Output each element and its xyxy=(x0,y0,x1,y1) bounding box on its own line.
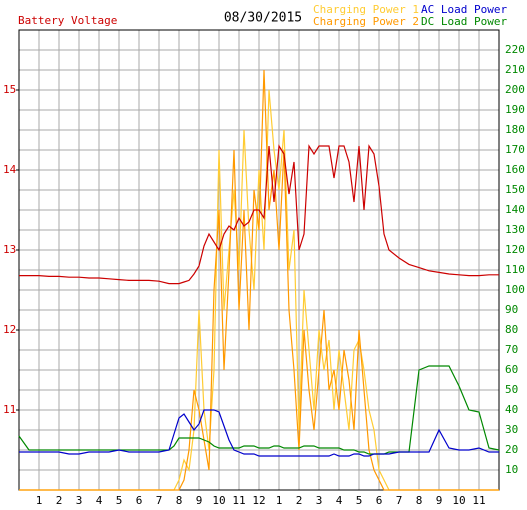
series-line xyxy=(18,365,500,455)
y2-tick-label: 20 xyxy=(505,443,518,456)
x-tick-label: 5 xyxy=(116,494,123,507)
x-tick-label: 9 xyxy=(196,494,203,507)
x-tick-label: 8 xyxy=(176,494,183,507)
x-tick-label: 4 xyxy=(96,494,103,507)
y2-tick-label: 170 xyxy=(505,143,525,156)
series-line xyxy=(19,409,499,457)
series-line xyxy=(19,69,499,491)
y-tick-label: 11 xyxy=(3,403,16,416)
legend-label: Charging Power 2 xyxy=(313,15,419,28)
y2-tick-label: 10 xyxy=(505,463,518,476)
x-tick-label: 7 xyxy=(156,494,163,507)
y2-tick-label: 180 xyxy=(505,123,525,136)
y2-tick-label: 120 xyxy=(505,243,525,256)
x-tick-label: 5 xyxy=(356,494,363,507)
y-tick-label: 15 xyxy=(3,83,16,96)
y2-tick-label: 160 xyxy=(505,163,525,176)
x-tick-label: 2 xyxy=(296,494,303,507)
y-tick-label: 13 xyxy=(3,243,16,256)
x-tick-label: 3 xyxy=(76,494,83,507)
x-tick-label: 12 xyxy=(252,494,265,507)
x-tick-label: 11 xyxy=(472,494,485,507)
y2-tick-label: 150 xyxy=(505,183,525,196)
x-tick-label: 4 xyxy=(336,494,343,507)
legend-label: DC Load Power xyxy=(421,15,507,28)
x-tick-label: 9 xyxy=(436,494,443,507)
y2-tick-label: 140 xyxy=(505,203,525,216)
x-tick-label: 10 xyxy=(452,494,465,507)
y2-tick-label: 70 xyxy=(505,343,518,356)
y2-tick-label: 220 xyxy=(505,43,525,56)
x-tick-label: 1 xyxy=(36,494,43,507)
x-tick-label: 2 xyxy=(56,494,63,507)
plot-border xyxy=(18,29,500,491)
y-tick-label: 12 xyxy=(3,323,16,336)
y2-tick-label: 130 xyxy=(505,223,525,236)
y2-tick-label: 210 xyxy=(505,63,525,76)
y2-tick-label: 110 xyxy=(505,263,525,276)
y2-tick-label: 190 xyxy=(505,103,525,116)
y2-tick-label: 100 xyxy=(505,283,525,296)
y-axis-title: Battery Voltage xyxy=(18,14,117,27)
x-tick-label: 11 xyxy=(232,494,245,507)
x-tick-label: 7 xyxy=(396,494,403,507)
x-tick-label: 3 xyxy=(316,494,323,507)
x-tick-label: 10 xyxy=(212,494,225,507)
y2-tick-label: 30 xyxy=(505,423,518,436)
x-tick-label: 6 xyxy=(136,494,143,507)
x-tick-label: 8 xyxy=(416,494,423,507)
y2-tick-label: 60 xyxy=(505,363,518,376)
y-tick-label: 14 xyxy=(3,163,17,176)
x-tick-label: 1 xyxy=(276,494,283,507)
y2-tick-label: 50 xyxy=(505,383,518,396)
y2-tick-label: 40 xyxy=(505,403,518,416)
series-line xyxy=(19,144,499,285)
y2-tick-label: 90 xyxy=(505,303,518,316)
y2-tick-label: 200 xyxy=(505,83,525,96)
legend-label: AC Load Power xyxy=(421,3,507,16)
legend-label: Charging Power 1 xyxy=(313,3,419,16)
y2-tick-label: 80 xyxy=(505,323,518,336)
x-tick-label: 6 xyxy=(376,494,383,507)
chart-title: 08/30/2015 xyxy=(224,11,302,26)
